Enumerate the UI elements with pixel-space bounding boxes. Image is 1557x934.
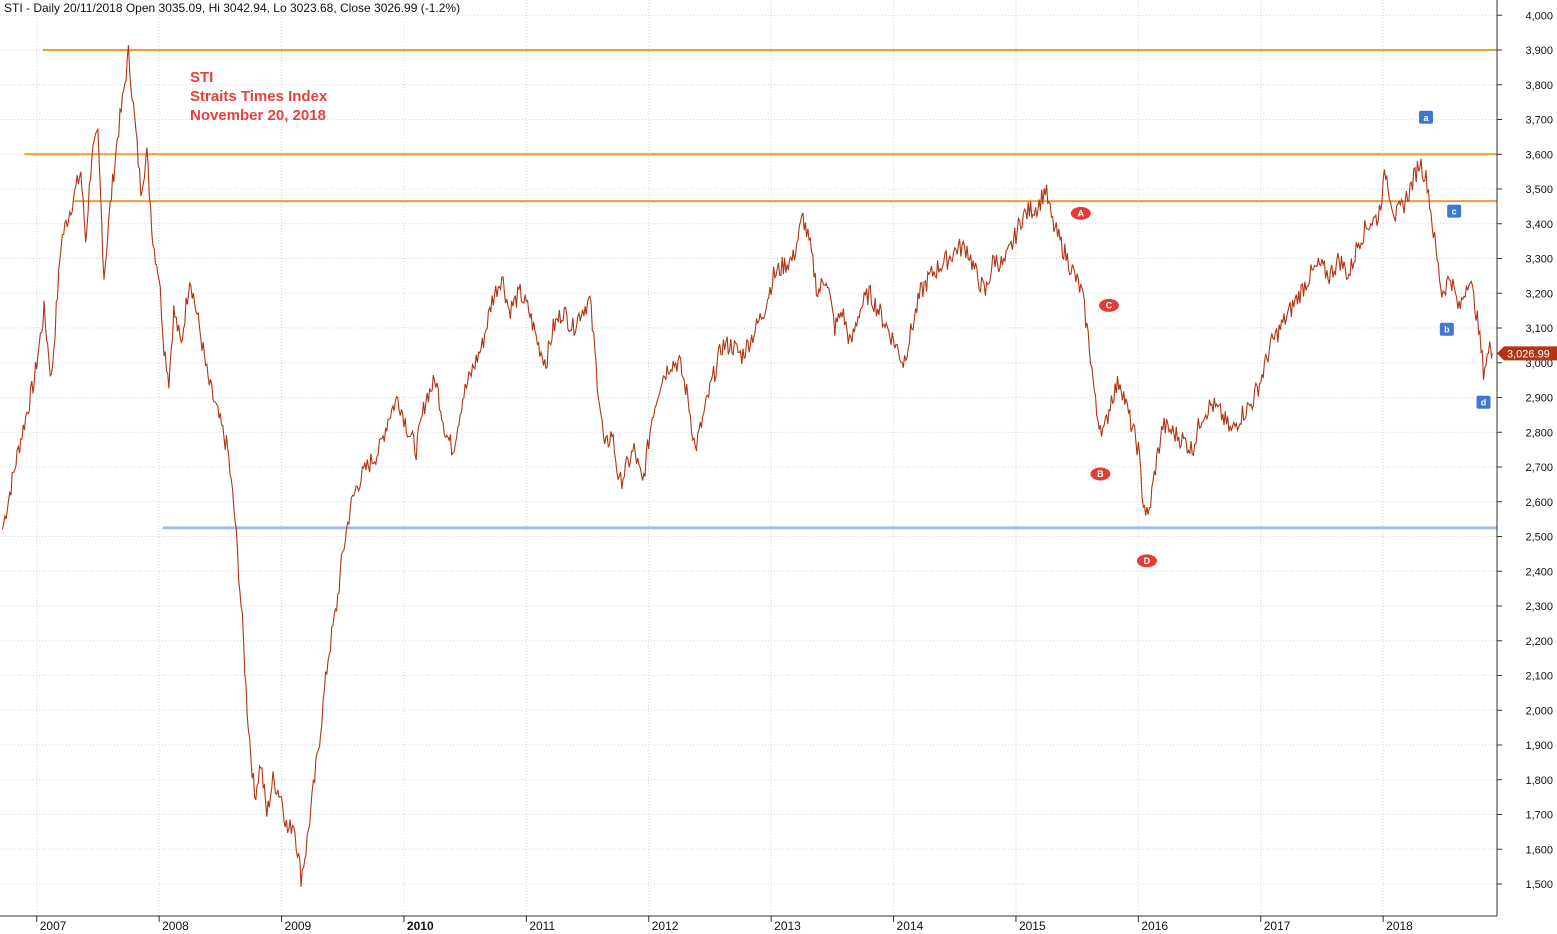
y-tick-label: 3,600 bbox=[1525, 149, 1553, 161]
wave-marker-C: C bbox=[1098, 298, 1119, 312]
last-price-label: 3,026.99 bbox=[1497, 346, 1557, 361]
x-tick-label: 2017 bbox=[1264, 919, 1291, 933]
y-tick-label: 3,900 bbox=[1525, 45, 1553, 57]
x-tick-label: 2012 bbox=[652, 919, 679, 933]
wave-marker-b: b bbox=[1439, 322, 1454, 336]
y-tick-label: 4,000 bbox=[1525, 10, 1553, 22]
x-tick-label: 2015 bbox=[1019, 919, 1046, 933]
y-tick-label: 1,700 bbox=[1525, 810, 1553, 822]
y-tick-label: 3,100 bbox=[1525, 323, 1553, 335]
y-tick-label: 2,200 bbox=[1525, 636, 1553, 648]
y-tick-label: 3,500 bbox=[1525, 184, 1553, 196]
annotation-line-2: Straits Times Index bbox=[190, 88, 328, 105]
annotation-line-3: November 20, 2018 bbox=[190, 107, 326, 124]
y-tick-label: 2,100 bbox=[1525, 671, 1553, 683]
wave-marker-A: A bbox=[1070, 206, 1091, 220]
annotation-line-1: STI bbox=[190, 69, 213, 86]
y-tick-label: 2,300 bbox=[1525, 601, 1553, 613]
wave-marker-label: C bbox=[1106, 300, 1113, 310]
x-tick-label: 2007 bbox=[40, 919, 67, 933]
x-tick-label: 2018 bbox=[1386, 919, 1413, 933]
y-tick-label: 2,900 bbox=[1525, 393, 1553, 405]
last-price-tag bbox=[1497, 346, 1557, 361]
wave-marker-badge bbox=[1070, 206, 1091, 220]
y-tick-label: 3,400 bbox=[1525, 219, 1553, 231]
wave-marker-badge bbox=[1447, 204, 1462, 218]
wave-marker-D: D bbox=[1136, 554, 1157, 568]
y-tick-label: 3,000 bbox=[1525, 358, 1553, 370]
price-series-line bbox=[1, 45, 1493, 887]
y-tick-label: 1,800 bbox=[1525, 775, 1553, 787]
y-tick-label: 3,300 bbox=[1525, 254, 1553, 266]
y-tick-label: 2,000 bbox=[1525, 705, 1553, 717]
wave-marker-badge bbox=[1476, 395, 1491, 409]
y-tick-label: 2,800 bbox=[1525, 427, 1553, 439]
y-tick-label: 1,600 bbox=[1525, 844, 1553, 856]
wave-marker-d: d bbox=[1476, 395, 1491, 409]
y-tick-label: 2,500 bbox=[1525, 532, 1553, 544]
x-tick-label: 2014 bbox=[897, 919, 924, 933]
wave-marker-B: B bbox=[1090, 467, 1111, 481]
wave-marker-label: A bbox=[1078, 208, 1085, 218]
wave-marker-label: D bbox=[1144, 556, 1151, 566]
x-tick-label: 2009 bbox=[285, 919, 312, 933]
y-axis-ticks: 1,500 1,600 1,700 1,800 1,900 2,000 2,100 2,200… bbox=[1497, 10, 1553, 891]
wave-marker-label: c bbox=[1452, 207, 1457, 217]
chart-header: STI - Daily 20/11/2018 Open 3035.09, Hi … bbox=[4, 1, 460, 15]
x-tick-label: 2008 bbox=[162, 919, 189, 933]
x-tick-label: 2016 bbox=[1141, 919, 1168, 933]
wave-markers: A B C Da b c d bbox=[1070, 110, 1491, 568]
last-price-text: 3,026.99 bbox=[1507, 348, 1550, 360]
y-tick-label: 3,700 bbox=[1525, 115, 1553, 127]
wave-marker-label: a bbox=[1423, 113, 1429, 123]
y-tick-label: 2,400 bbox=[1525, 566, 1553, 578]
wave-marker-label: B bbox=[1097, 469, 1104, 479]
x-tick-label: 2010 bbox=[407, 919, 434, 933]
y-tick-label: 2,600 bbox=[1525, 497, 1553, 509]
y-tick-label: 3,800 bbox=[1525, 80, 1553, 92]
wave-marker-label: d bbox=[1481, 398, 1487, 408]
x-tick-label: 2013 bbox=[774, 919, 801, 933]
y-tick-label: 1,500 bbox=[1525, 879, 1553, 891]
y-tick-label: 1,900 bbox=[1525, 740, 1553, 752]
wave-marker-badge bbox=[1098, 298, 1119, 312]
wave-marker-c: c bbox=[1447, 204, 1462, 218]
wave-marker-label: b bbox=[1444, 325, 1450, 335]
x-tick-label: 2011 bbox=[529, 919, 555, 933]
wave-marker-badge bbox=[1419, 110, 1434, 124]
reference-lines bbox=[24, 49, 1497, 530]
y-tick-label: 3,200 bbox=[1525, 288, 1553, 300]
x-axis-ticks: 2007 2008 2009 2010 2011 2012 2013 2014 2015 2016… bbox=[36, 916, 1413, 933]
wave-marker-a: a bbox=[1419, 110, 1434, 124]
wave-marker-badge bbox=[1136, 554, 1157, 568]
wave-marker-badge bbox=[1090, 467, 1111, 481]
y-tick-label: 2,700 bbox=[1525, 462, 1553, 474]
wave-marker-badge bbox=[1439, 322, 1454, 336]
